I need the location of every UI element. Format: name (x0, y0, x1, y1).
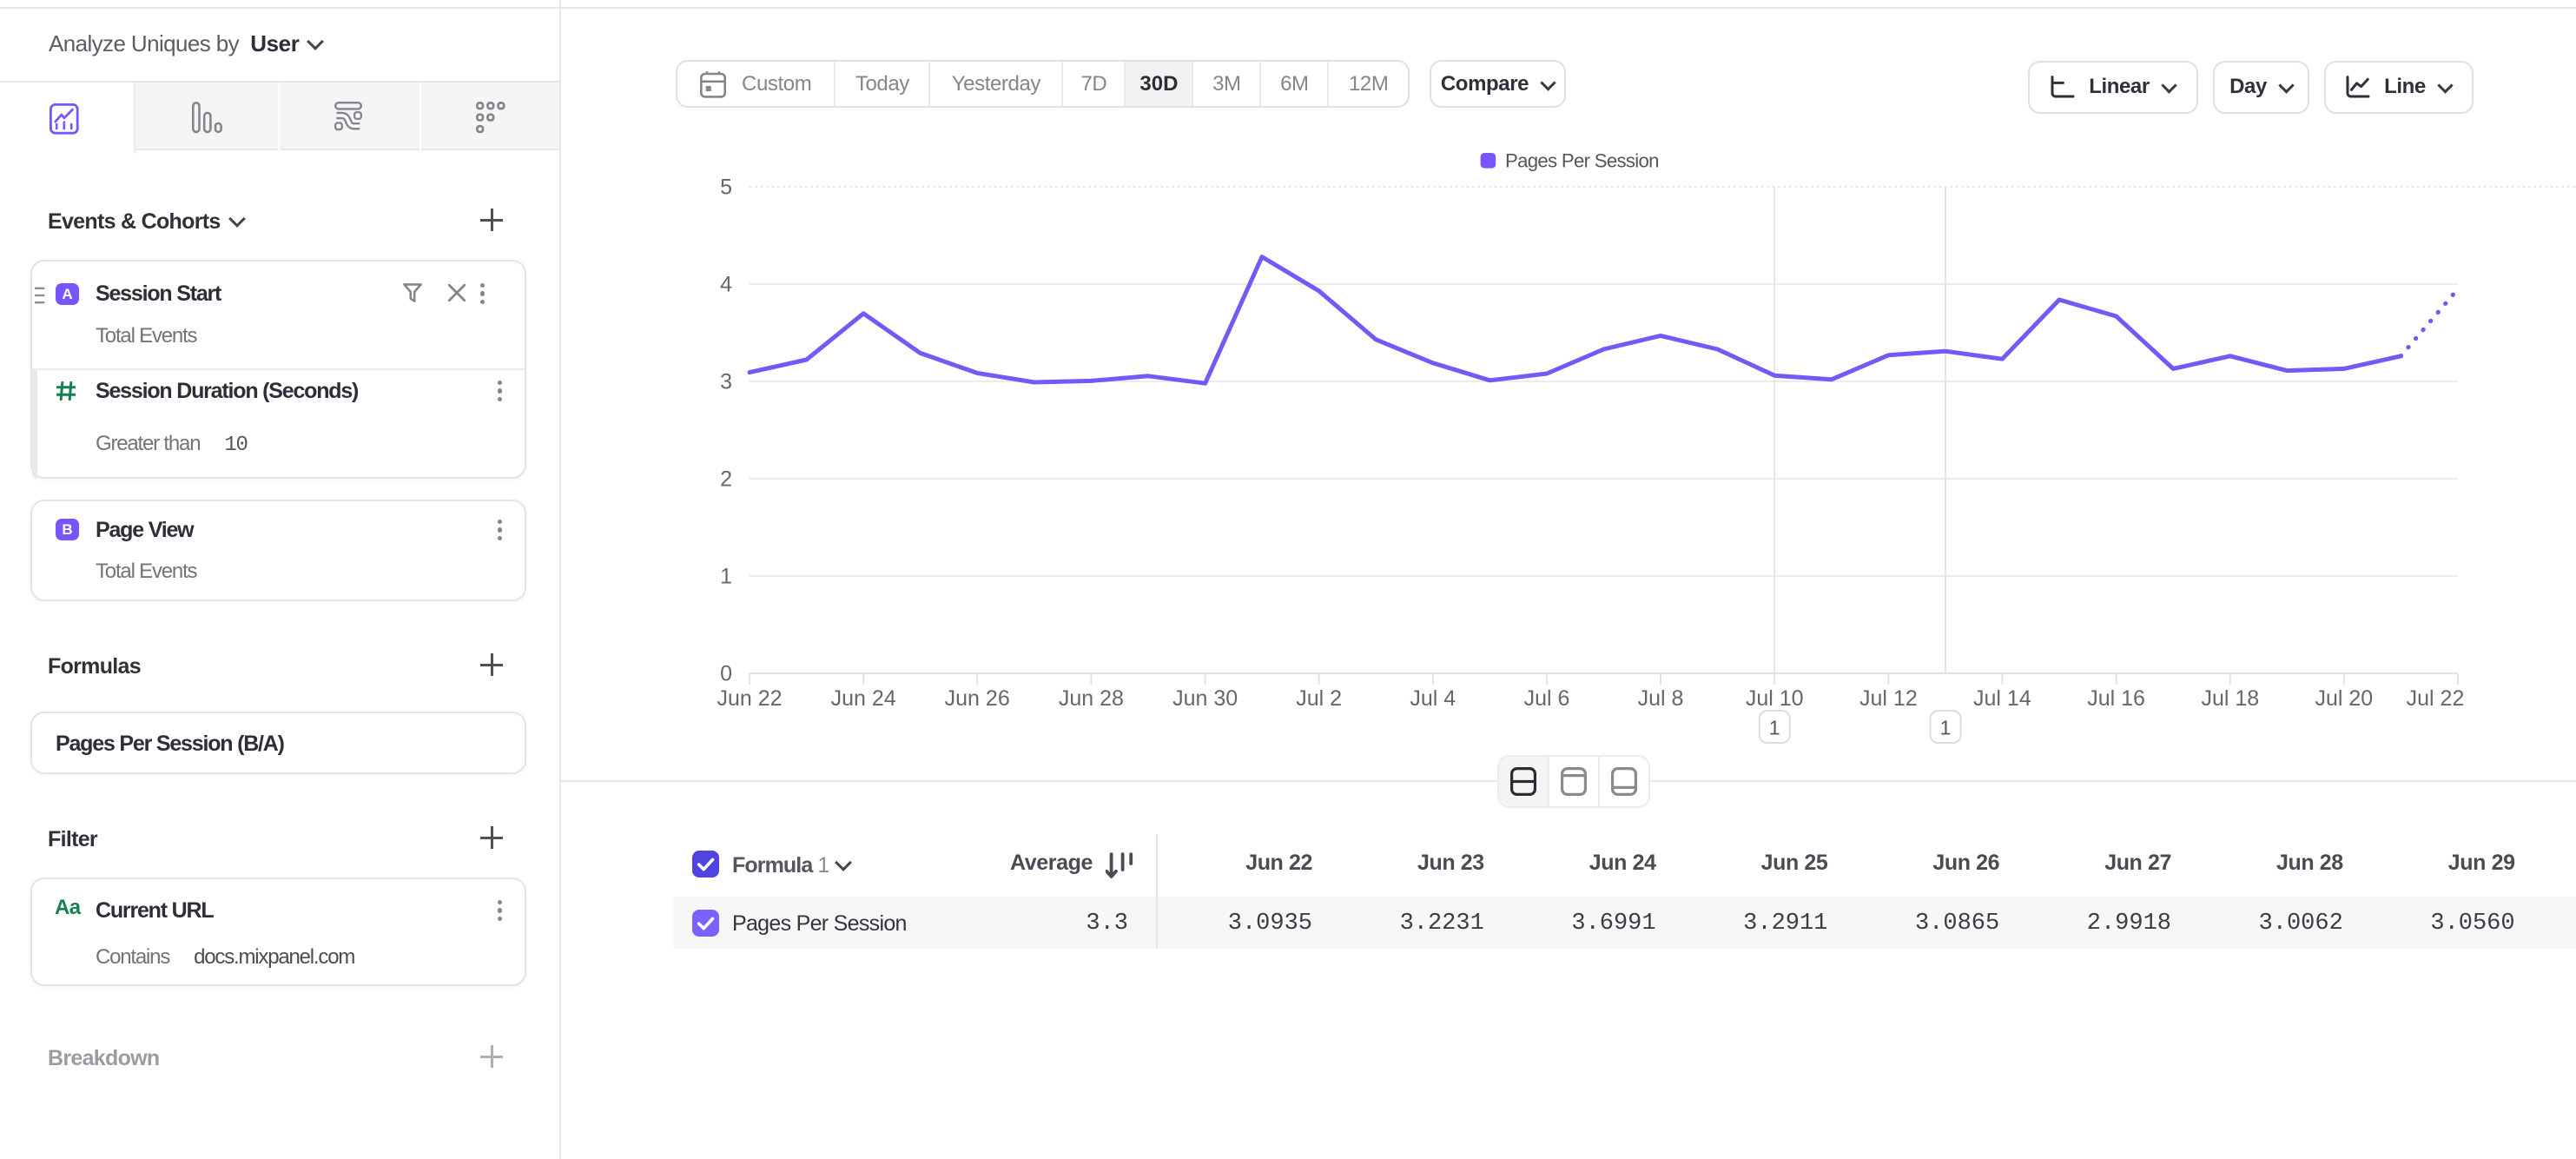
svg-text:3: 3 (720, 370, 732, 394)
svg-text:Pages Per Session: Pages Per Session (1505, 150, 1659, 172)
svg-text:Jul 2: Jul 2 (1296, 686, 1342, 711)
svg-text:Jun 26: Jun 26 (945, 686, 1010, 711)
svg-text:1: 1 (1940, 716, 1952, 738)
svg-text:Jul 12: Jul 12 (1859, 686, 1918, 711)
svg-text:Jul 10: Jul 10 (1746, 686, 1804, 711)
svg-text:Jul 22: Jul 22 (2407, 686, 2465, 711)
svg-text:Jul 6: Jul 6 (1524, 686, 1570, 711)
svg-text:Jul 16: Jul 16 (2087, 686, 2145, 711)
svg-text:Jul 14: Jul 14 (1973, 686, 2031, 711)
svg-text:1: 1 (720, 565, 732, 589)
svg-text:Jul 4: Jul 4 (1410, 686, 1456, 711)
svg-text:0: 0 (720, 662, 732, 686)
svg-text:4: 4 (720, 273, 732, 297)
svg-text:Jun 24: Jun 24 (831, 686, 896, 711)
svg-text:1: 1 (1769, 716, 1780, 738)
svg-text:Jul 18: Jul 18 (2201, 686, 2259, 711)
svg-text:Jul 8: Jul 8 (1638, 686, 1684, 711)
svg-text:Jun 28: Jun 28 (1059, 686, 1124, 711)
svg-text:5: 5 (720, 176, 732, 200)
svg-text:Jun 30: Jun 30 (1172, 686, 1238, 711)
svg-text:2: 2 (720, 467, 732, 492)
svg-text:Jul 20: Jul 20 (2315, 686, 2373, 711)
svg-text:Jun 22: Jun 22 (717, 686, 782, 711)
